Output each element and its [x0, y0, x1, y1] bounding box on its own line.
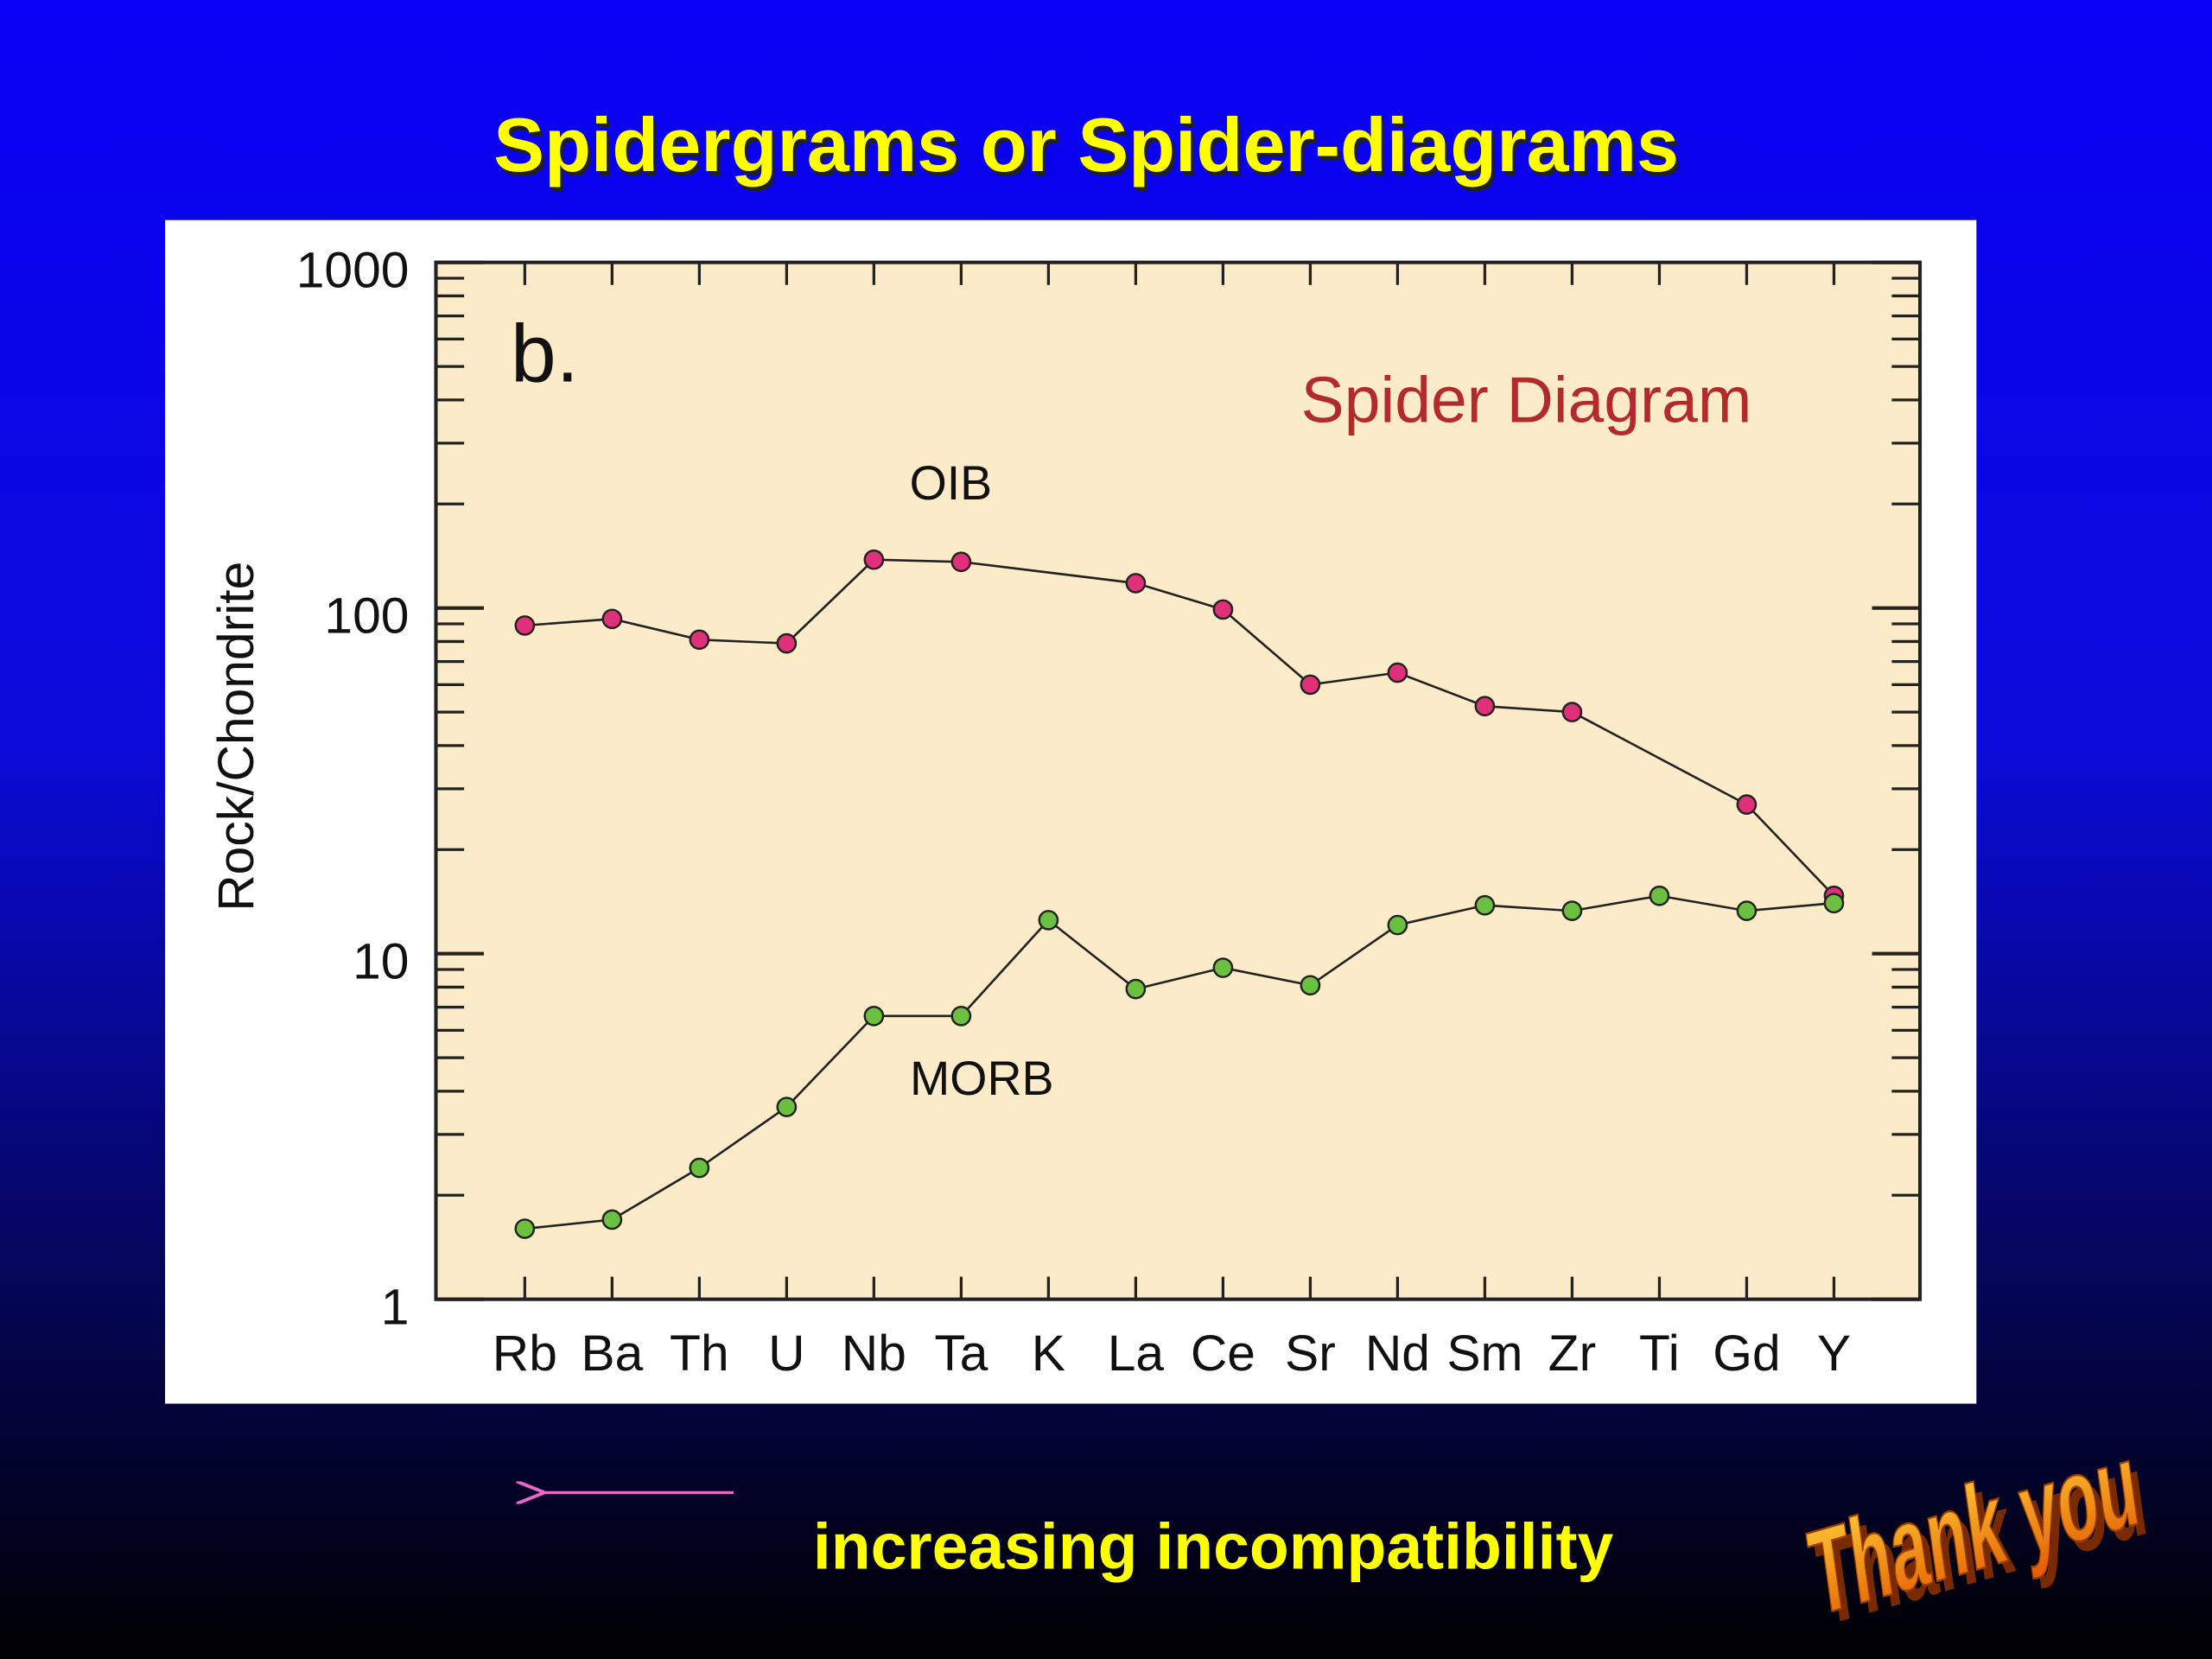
- series-segment: [1484, 904, 1573, 912]
- data-point: [1212, 599, 1234, 620]
- data-point: [1300, 975, 1321, 996]
- y-tick-label: 10: [353, 933, 409, 989]
- series-segment: [1746, 901, 1834, 912]
- series-segment: [961, 560, 1136, 585]
- data-point: [950, 551, 972, 573]
- series-segment: [1310, 671, 1398, 686]
- footer: increasing incompatibility: [813, 1510, 1614, 1583]
- data-point: [1212, 957, 1234, 978]
- y-axis-label: Rock/Chondrite: [208, 562, 264, 912]
- data-point: [1474, 696, 1496, 717]
- data-point: [1038, 910, 1059, 931]
- series-segment: [698, 1106, 788, 1169]
- data-point: [689, 629, 710, 651]
- plot: 1 10 100 1000 Rb Ba Th U Nb Ta K La Ce Sr Nd Sm Zr Ti Gd Y O…: [296, 242, 1921, 1382]
- series-segment: [524, 1218, 613, 1230]
- x-tick-label: Ba: [581, 1325, 643, 1382]
- x-tick-label: Ta: [934, 1325, 988, 1382]
- slide-title: Spidergrams or Spider-diagrams: [493, 102, 1679, 188]
- x-tick-label: Sm: [1446, 1325, 1522, 1382]
- series-segment: [785, 558, 875, 645]
- series-segment: [1222, 608, 1312, 686]
- plot-area: [434, 260, 1923, 1301]
- series-segment: [785, 1014, 875, 1109]
- data-point: [1387, 662, 1408, 683]
- data-point: [950, 1006, 972, 1027]
- series-segment: [1135, 582, 1224, 611]
- x-tick-label: Th: [670, 1325, 729, 1382]
- series-segment: [1223, 966, 1311, 987]
- series-segment: [874, 558, 962, 563]
- data-point: [1561, 702, 1583, 722]
- x-tick-label: K: [1032, 1325, 1065, 1382]
- x-tick-label: Nb: [842, 1325, 906, 1382]
- series-segment: [960, 919, 1050, 1017]
- x-tick-label: Zr: [1548, 1325, 1596, 1382]
- data-point: [1387, 914, 1408, 936]
- data-point: [601, 1209, 623, 1230]
- series-segment: [1397, 904, 1485, 926]
- data-point: [1736, 900, 1758, 921]
- data-point: [776, 1096, 798, 1117]
- data-point: [601, 608, 623, 630]
- data-point: [514, 615, 536, 636]
- data-point: [1736, 794, 1758, 815]
- series-segment: [1571, 710, 1748, 806]
- x-tick-label: Nd: [1365, 1325, 1430, 1382]
- data-point: [1823, 893, 1845, 914]
- y-tick-label: 1000: [296, 242, 410, 298]
- series-label: OIB: [910, 456, 993, 510]
- series-segment: [1309, 924, 1399, 987]
- data-point: [1125, 573, 1147, 594]
- data-point: [1474, 894, 1496, 916]
- series-segment: [524, 617, 613, 627]
- panel-label: b.: [511, 308, 579, 399]
- series-segment: [699, 638, 787, 645]
- y-tick-label: 1: [381, 1279, 410, 1335]
- series-segment: [1572, 894, 1660, 912]
- x-tick-label: Ce: [1191, 1325, 1255, 1382]
- data-point: [1649, 885, 1670, 906]
- series-segment: [1659, 894, 1747, 912]
- x-tick-label: U: [768, 1325, 804, 1382]
- x-tick-label: La: [1108, 1325, 1165, 1382]
- x-tick-label: Sr: [1285, 1325, 1336, 1382]
- data-point: [1300, 674, 1321, 696]
- data-point: [863, 1006, 885, 1027]
- series-segment: [1484, 704, 1573, 714]
- x-tick-label: Ti: [1639, 1325, 1680, 1382]
- data-point: [1125, 978, 1147, 1000]
- x-tick-label: Rb: [493, 1325, 557, 1382]
- annotation: Spider Diagram: [1301, 363, 1752, 435]
- series-segment: [612, 618, 700, 641]
- series-segment: [1396, 671, 1485, 708]
- y-tick-label: 100: [324, 588, 409, 644]
- data-point: [514, 1218, 536, 1239]
- series-segment: [611, 1166, 701, 1221]
- series-segment: [1135, 966, 1224, 990]
- data-point: [776, 632, 798, 654]
- series-segment: [1745, 804, 1835, 897]
- data-point: [689, 1157, 710, 1179]
- title-shadow: Spidergrams or Spider-diagrams: [497, 106, 1682, 192]
- series-label: MORB: [910, 1052, 1054, 1105]
- series-segment: [1047, 918, 1137, 990]
- data-point: [1561, 900, 1583, 921]
- x-tick-label: Gd: [1713, 1325, 1780, 1382]
- x-tick-label: Y: [1817, 1325, 1851, 1382]
- data-point: [863, 549, 885, 570]
